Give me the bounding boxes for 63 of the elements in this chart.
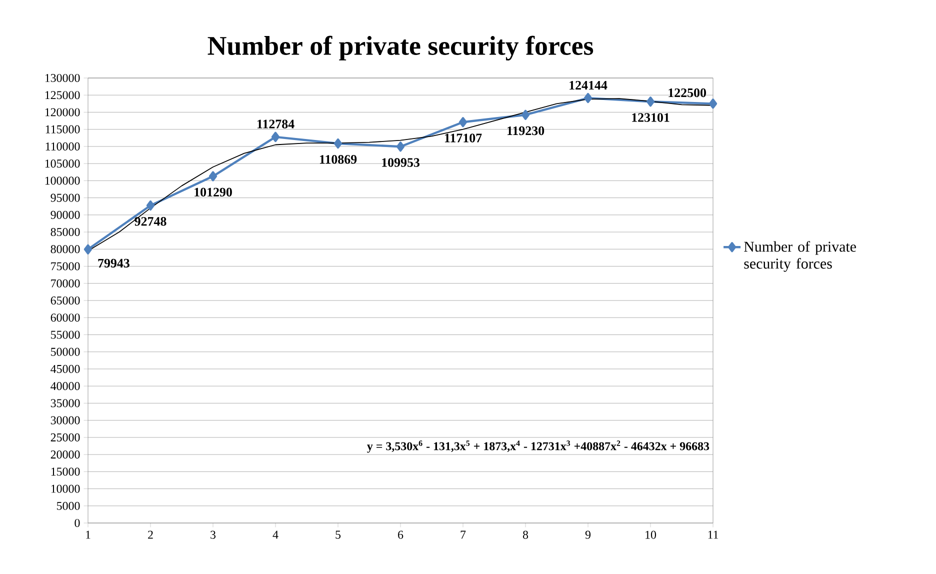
point xyxy=(646,96,655,107)
y-tick-label: 50000 xyxy=(51,348,80,356)
data-label: 79943 xyxy=(98,258,130,268)
data-label: 122500 xyxy=(668,88,706,98)
y-tick-label: 105000 xyxy=(45,160,80,168)
y-tick-label: 0 xyxy=(74,518,80,528)
y-tick-label: 40000 xyxy=(50,382,80,390)
y-tick-label: 65000 xyxy=(50,296,80,305)
point xyxy=(521,110,530,120)
point xyxy=(146,200,155,211)
data-label: 112784 xyxy=(257,120,294,128)
point xyxy=(708,98,718,109)
x-tick-label: 3 xyxy=(210,530,216,539)
y-tick-label: 35000 xyxy=(50,399,80,408)
x-tick-label: 5 xyxy=(336,530,341,539)
y-tick-label: 75000 xyxy=(51,262,80,270)
data-label: 110869 xyxy=(320,155,357,164)
y-tick-label: 70000 xyxy=(51,279,80,288)
data-label: 92748 xyxy=(134,217,166,226)
y-tick-label: 95000 xyxy=(50,194,80,202)
x-tick-label: 9 xyxy=(585,530,590,539)
data-label: 123101 xyxy=(632,113,670,122)
x-tick-label: 8 xyxy=(522,530,528,539)
y-tick-label: 30000 xyxy=(50,416,80,424)
y-tick-label: 25000 xyxy=(50,433,80,442)
y-tick-label: 130000 xyxy=(45,74,80,82)
x-tick-label: 6 xyxy=(398,530,404,539)
x-tick-label: 11 xyxy=(708,530,718,539)
chart-title: Number of private security forces xyxy=(208,36,594,60)
point xyxy=(208,171,218,182)
x-tick-label: 1 xyxy=(86,530,90,539)
y-tick-label: 110000 xyxy=(46,142,80,150)
y-tick-label: 45000 xyxy=(50,364,80,373)
point xyxy=(84,244,92,254)
x-tick-label: 10 xyxy=(646,530,656,539)
y-tick-label: 120000 xyxy=(45,108,80,116)
y-tick-label: 20000 xyxy=(50,450,80,459)
y-tick-label: 60000 xyxy=(50,314,80,322)
point xyxy=(271,132,280,142)
x-tick-label: 7 xyxy=(460,530,466,539)
data-label: 109953 xyxy=(382,158,420,167)
y-tick-label: 80000 xyxy=(50,245,80,254)
x-tick-label: 2 xyxy=(148,530,153,539)
y-tick-label: 100000 xyxy=(45,176,80,185)
point xyxy=(396,142,405,152)
point xyxy=(458,117,468,128)
text: y = 3,530x$^{6}$ - 131,3x$^{5}$ + 1873,x$^{4}$ - 12731x$^{3}$ +40887x$^{2}$ - 46432x + 96683 xyxy=(367,440,710,453)
y-tick-label: 115000 xyxy=(46,125,80,134)
y-tick-label: 15000 xyxy=(51,468,80,476)
y-tick-label: 90000 xyxy=(50,210,80,219)
x-tick-label: 4 xyxy=(272,530,278,539)
y-tick-label: 55000 xyxy=(51,330,80,339)
data-label: 124144 xyxy=(570,80,608,90)
y-tick-label: 5000 xyxy=(57,502,80,510)
legend-label: Number of private security forces xyxy=(744,241,856,272)
point xyxy=(334,138,342,149)
y-tick-label: 125000 xyxy=(45,91,80,100)
y-tick-label: 10000 xyxy=(51,484,80,493)
data-label: 117107 xyxy=(444,134,482,142)
data-label: 119230 xyxy=(507,126,544,136)
point xyxy=(584,92,592,104)
data-label: 101290 xyxy=(194,188,232,197)
y-tick-label: 85000 xyxy=(50,228,80,236)
